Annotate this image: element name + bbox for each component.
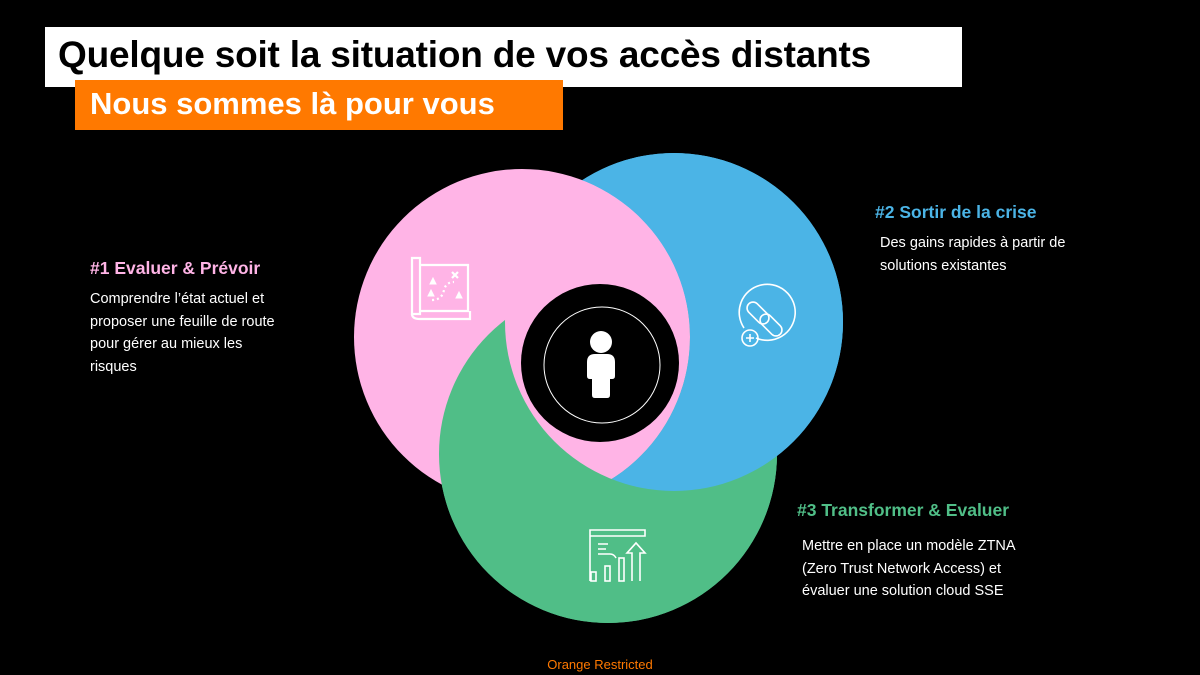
user-icon (587, 331, 615, 398)
step-2-line: solutions existantes (880, 257, 1007, 274)
step-1-line: Comprendre l’état actuel et (90, 291, 265, 307)
step-2-line: Des gains rapides à partir de (880, 235, 1066, 251)
step-1-line: proposer une feuille de route (90, 313, 275, 330)
step-1-description: Comprendre l’état actuel et proposer une… (90, 288, 275, 378)
step-2-title: #2 Sortir de la crise (875, 202, 1037, 222)
treasure-map-icon (410, 256, 472, 321)
title-banner (45, 27, 962, 87)
chain-link-plus-icon (738, 283, 797, 347)
classification-label: Orange Restricted (547, 657, 653, 672)
page-title: Quelque soit la situation de vos accès d… (58, 34, 872, 75)
step-3-title: #3 Transformer & Evaluer (797, 500, 1010, 520)
step-3-line: Mettre en place un modèle ZTNA (802, 538, 1016, 554)
center-ring (543, 306, 661, 424)
step-1-line: risques (90, 358, 137, 375)
page-subtitle: Nous sommes là pour vous (90, 86, 495, 121)
step-3-description: Mettre en place un modèle ZTNA (Zero Tru… (802, 535, 1016, 603)
step-1-title: #1 Evaluer & Prévoir (90, 258, 261, 278)
step-3-line: évaluer une solution cloud SSE (802, 583, 1004, 599)
step-2-description: Des gains rapides à partir de solutions … (880, 232, 1065, 277)
subtitle-banner (75, 80, 563, 130)
step-1-line: pour gérer au mieux les (90, 336, 243, 352)
growth-chart-icon (589, 529, 647, 582)
step-3-line: (Zero Trust Network Access) et (802, 560, 1002, 577)
